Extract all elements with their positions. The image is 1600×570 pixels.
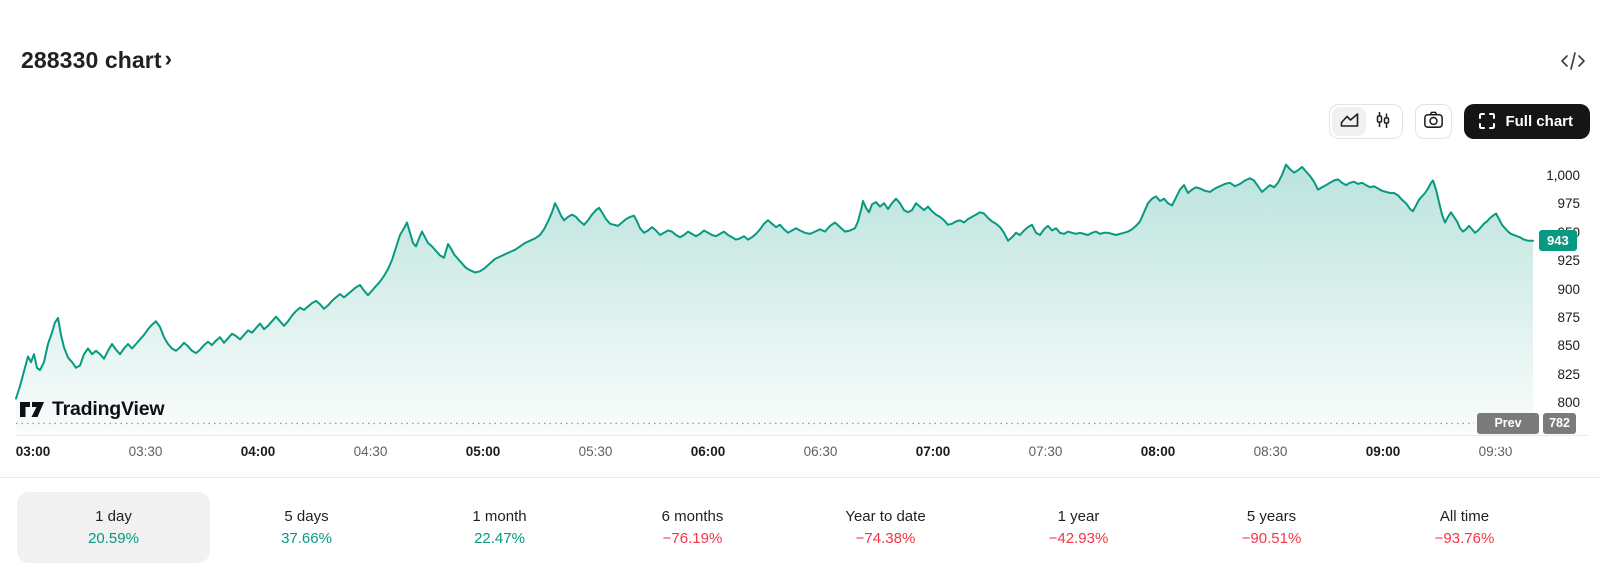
x-tick-0800: 08:00 bbox=[1140, 444, 1176, 459]
prev-close-label-badge: Prev close bbox=[1477, 412, 1539, 451]
period-tab-5-years[interactable]: 5 years −90.51% bbox=[1175, 492, 1368, 563]
period-change: −76.19% bbox=[662, 530, 723, 547]
period-tab-6-months[interactable]: 6 months −76.19% bbox=[596, 492, 789, 563]
period-change: −74.38% bbox=[855, 530, 916, 547]
period-change: 20.59% bbox=[88, 530, 139, 547]
x-tick-0730: 07:30 bbox=[1028, 444, 1063, 459]
period-change: 37.66% bbox=[281, 530, 332, 547]
x-tick-0330: 03:30 bbox=[128, 444, 163, 459]
period-tab-5-days[interactable]: 5 days 37.66% bbox=[210, 492, 403, 563]
period-label: 1 month bbox=[472, 508, 527, 525]
x-tick-0500: 05:00 bbox=[465, 444, 501, 459]
y-tick-975: 975 bbox=[1557, 196, 1580, 212]
tradingview-attribution[interactable]: TradingView bbox=[20, 398, 165, 421]
chart-toolbar: Full chart bbox=[0, 103, 1590, 139]
x-tick-0930: 09:30 bbox=[1479, 444, 1513, 459]
period-tab-1-month[interactable]: 1 month 22.47% bbox=[403, 492, 596, 563]
period-label: Year to date bbox=[845, 508, 926, 525]
x-tick-0600: 06:00 bbox=[690, 444, 726, 459]
period-tabs: 1 day 20.59% 5 days 37.66% 1 month 22.47% 6 mo… bbox=[0, 478, 1600, 570]
x-tick-0700: 07:00 bbox=[915, 444, 951, 459]
period-label: 5 years bbox=[1246, 508, 1297, 525]
page-title[interactable]: 288330 chart › bbox=[21, 46, 173, 74]
period-tab-1-day[interactable]: 1 day 20.59% bbox=[17, 492, 210, 563]
price-area bbox=[16, 164, 1533, 435]
period-change: −93.76% bbox=[1434, 530, 1495, 547]
x-axis-line bbox=[16, 435, 1588, 436]
x-tick-0830: 08:30 bbox=[1253, 444, 1288, 459]
period-tab-year-to-date[interactable]: Year to date −74.38% bbox=[789, 492, 982, 563]
x-tick-0400: 04:00 bbox=[240, 444, 276, 459]
candlestick-icon bbox=[1373, 110, 1393, 133]
x-tick-0430: 04:30 bbox=[353, 444, 388, 459]
camera-icon bbox=[1422, 109, 1445, 134]
full-chart-label: Full chart bbox=[1505, 112, 1573, 130]
candlestick-chart-button[interactable] bbox=[1366, 107, 1400, 136]
period-change: 22.47% bbox=[474, 530, 525, 547]
x-tick-0300: 03:00 bbox=[15, 444, 51, 459]
period-tab-all-time[interactable]: All time −93.76% bbox=[1368, 492, 1561, 563]
y-tick-850: 850 bbox=[1557, 338, 1580, 354]
prev-close-value-badge: 782 bbox=[1543, 412, 1576, 434]
area-chart-icon bbox=[1339, 110, 1360, 133]
period-label: 1 day bbox=[95, 508, 132, 525]
period-label: All time bbox=[1439, 508, 1490, 525]
area-chart-button[interactable] bbox=[1332, 106, 1367, 136]
period-label: 6 months bbox=[661, 508, 724, 525]
header: 288330 chart › bbox=[21, 44, 172, 76]
x-tick-0630: 06:30 bbox=[803, 444, 838, 459]
embed-code-icon[interactable] bbox=[1560, 50, 1586, 72]
price-line bbox=[15, 163, 1534, 400]
period-tab-1-year[interactable]: 1 year −42.93% bbox=[982, 492, 1175, 563]
y-tick-875: 875 bbox=[1557, 309, 1580, 325]
tradingview-logo-text: TradingView bbox=[52, 398, 165, 420]
period-label: 1 year bbox=[1057, 508, 1100, 525]
tradingview-logo-icon bbox=[20, 401, 45, 418]
x-tick-0530: 05:30 bbox=[578, 444, 613, 459]
y-tick-900: 900 bbox=[1557, 281, 1580, 297]
chevron-right-icon: › bbox=[164, 46, 173, 71]
y-tick-1000: 1,000 bbox=[1546, 168, 1580, 183]
periods-divider bbox=[0, 477, 1600, 478]
y-tick-800: 800 bbox=[1557, 395, 1580, 410]
y-tick-825: 825 bbox=[1557, 366, 1580, 382]
y-tick-925: 925 bbox=[1557, 253, 1580, 269]
page-title-text: 288330 chart bbox=[21, 46, 162, 73]
fullscreen-icon bbox=[1478, 112, 1496, 130]
period-change: −42.93% bbox=[1048, 530, 1109, 547]
period-change: −90.51% bbox=[1241, 530, 1302, 547]
full-chart-button[interactable]: Full chart bbox=[1464, 103, 1590, 139]
chart-type-toggle bbox=[1329, 103, 1404, 139]
x-tick-0900: 09:00 bbox=[1365, 444, 1401, 459]
current-price-badge: 943 bbox=[1539, 230, 1577, 252]
screenshot-button[interactable] bbox=[1415, 103, 1453, 139]
period-label: 5 days bbox=[284, 508, 329, 525]
